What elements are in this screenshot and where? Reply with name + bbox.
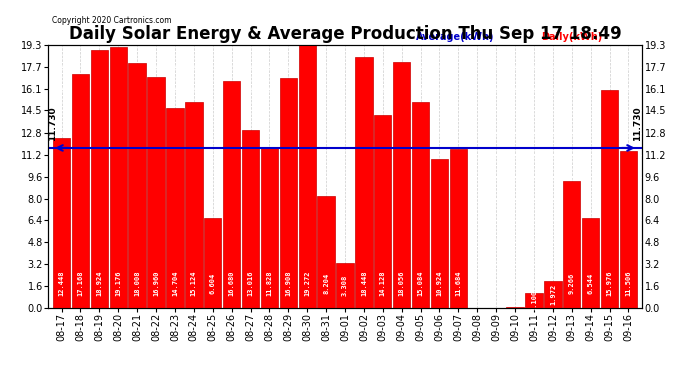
Text: 1.972: 1.972 bbox=[550, 284, 556, 305]
Text: 11.684: 11.684 bbox=[455, 270, 462, 296]
Text: 6.604: 6.604 bbox=[210, 272, 216, 294]
Text: 16.908: 16.908 bbox=[285, 270, 291, 296]
Bar bbox=[582, 219, 600, 308]
Text: 3.308: 3.308 bbox=[342, 274, 348, 296]
Bar bbox=[317, 196, 335, 308]
Text: Copyright 2020 Cartronics.com: Copyright 2020 Cartronics.com bbox=[52, 16, 172, 25]
Title: Daily Solar Energy & Average Production Thu Sep 17 18:49: Daily Solar Energy & Average Production … bbox=[68, 26, 622, 44]
Bar bbox=[563, 182, 580, 308]
Text: 15.124: 15.124 bbox=[191, 270, 197, 296]
Text: 1.100: 1.100 bbox=[531, 290, 537, 310]
Text: 18.448: 18.448 bbox=[361, 270, 367, 296]
Text: 11.730: 11.730 bbox=[48, 106, 57, 141]
Bar bbox=[90, 50, 108, 308]
Bar bbox=[148, 77, 165, 308]
Bar bbox=[506, 307, 524, 308]
Text: 19.176: 19.176 bbox=[115, 270, 121, 296]
Bar bbox=[601, 90, 618, 308]
Bar bbox=[374, 116, 391, 308]
Text: 13.016: 13.016 bbox=[248, 270, 253, 296]
Text: 14.128: 14.128 bbox=[380, 270, 386, 296]
Bar bbox=[620, 151, 637, 308]
Text: 11.506: 11.506 bbox=[625, 270, 631, 296]
Bar bbox=[336, 262, 354, 308]
Bar bbox=[355, 57, 373, 308]
Bar bbox=[412, 102, 429, 308]
Bar bbox=[110, 46, 127, 308]
Bar bbox=[279, 78, 297, 308]
Text: 10.924: 10.924 bbox=[437, 270, 442, 296]
Bar bbox=[299, 45, 316, 308]
Bar bbox=[431, 159, 448, 308]
Bar bbox=[241, 130, 259, 308]
Bar bbox=[450, 148, 467, 308]
Text: 18.056: 18.056 bbox=[399, 270, 405, 296]
Text: 12.448: 12.448 bbox=[59, 270, 65, 296]
Text: 8.204: 8.204 bbox=[323, 272, 329, 294]
Bar bbox=[223, 81, 240, 308]
Text: 18.008: 18.008 bbox=[134, 270, 140, 296]
Text: Daily(kWh): Daily(kWh) bbox=[541, 32, 602, 42]
Bar bbox=[166, 108, 184, 307]
Text: 16.960: 16.960 bbox=[153, 270, 159, 296]
Bar bbox=[53, 138, 70, 308]
Bar bbox=[72, 74, 89, 308]
Text: 9.266: 9.266 bbox=[569, 272, 575, 294]
Text: 19.272: 19.272 bbox=[304, 270, 310, 296]
Bar bbox=[393, 62, 411, 308]
Bar bbox=[525, 292, 542, 308]
Bar bbox=[185, 102, 202, 308]
Bar bbox=[261, 147, 278, 308]
Text: 17.168: 17.168 bbox=[77, 270, 83, 296]
Text: 11.730: 11.730 bbox=[633, 106, 642, 141]
Text: 15.976: 15.976 bbox=[607, 270, 613, 296]
Text: 11.828: 11.828 bbox=[266, 270, 273, 296]
Bar bbox=[204, 217, 221, 308]
Text: 15.084: 15.084 bbox=[417, 270, 424, 296]
Text: Average(kWh): Average(kWh) bbox=[416, 32, 495, 42]
Text: 16.680: 16.680 bbox=[228, 270, 235, 296]
Text: 14.704: 14.704 bbox=[172, 270, 178, 296]
Bar bbox=[128, 63, 146, 308]
Text: 6.544: 6.544 bbox=[588, 272, 593, 294]
Bar bbox=[544, 280, 562, 308]
Text: 18.924: 18.924 bbox=[97, 270, 102, 296]
